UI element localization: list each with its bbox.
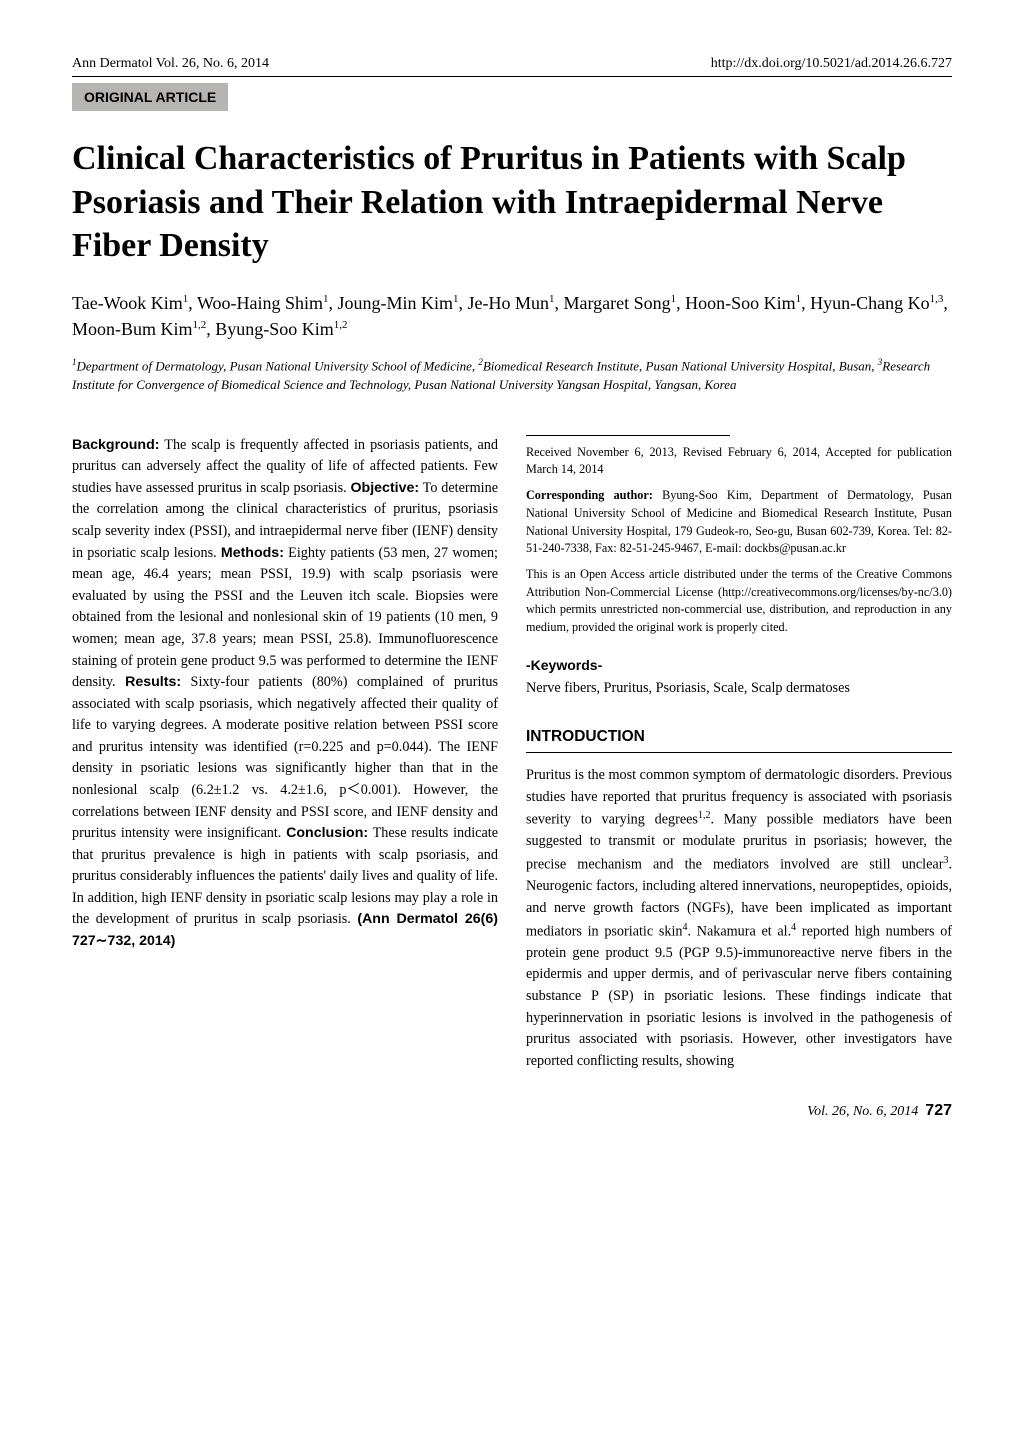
- body-columns: Background: The scalp is frequently affe…: [72, 435, 952, 1073]
- article-type-badge: ORIGINAL ARTICLE: [72, 83, 228, 111]
- footnote-rule: [526, 435, 730, 436]
- abstract-objective-label: Objective:: [351, 480, 420, 496]
- journal-header: Ann Dermatol Vol. 26, No. 6, 2014 http:/…: [72, 56, 952, 77]
- abstract-results-label: Results:: [125, 674, 181, 690]
- abstract: Background: The scalp is frequently affe…: [72, 435, 498, 953]
- abstract-results: Sixty-four patients (80%) complained of …: [72, 674, 498, 841]
- footnote-license: This is an Open Access article distribut…: [526, 566, 952, 637]
- keywords-heading: -Keywords-: [526, 655, 952, 676]
- footer-issue: Vol. 26, No. 6, 2014: [807, 1104, 918, 1119]
- footnote-received: Received November 6, 2013, Revised Febru…: [526, 444, 952, 479]
- doi-link[interactable]: http://dx.doi.org/10.5021/ad.2014.26.6.7…: [711, 56, 952, 72]
- keywords-list: Nerve fibers, Pruritus, Psoriasis, Scale…: [526, 678, 952, 700]
- page-footer: Vol. 26, No. 6, 2014 727: [72, 1102, 952, 1120]
- article-title: Clinical Characteristics of Pruritus in …: [72, 137, 952, 268]
- section-introduction-heading: INTRODUCTION: [526, 725, 952, 753]
- abstract-methods: Eighty patients (53 men, 27 women; mean …: [72, 545, 498, 690]
- abstract-methods-label: Methods:: [221, 545, 284, 561]
- author-list: Tae-Wook Kim1, Woo-Haing Shim1, Joung-Mi…: [72, 290, 952, 342]
- introduction-text: Pruritus is the most common symptom of d…: [526, 765, 952, 1072]
- footnote-block: Received November 6, 2013, Revised Febru…: [526, 435, 952, 637]
- footnote-corresponding: Corresponding author: Byung-Soo Kim, Dep…: [526, 487, 952, 558]
- abstract-background-label: Background:: [72, 437, 160, 453]
- corresponding-author-label: Corresponding author:: [526, 488, 653, 502]
- journal-issue: Ann Dermatol Vol. 26, No. 6, 2014: [72, 56, 269, 72]
- footer-page-number: 727: [925, 1102, 952, 1119]
- affiliations: 1Department of Dermatology, Pusan Nation…: [72, 356, 952, 395]
- abstract-conclusion-label: Conclusion:: [286, 825, 368, 841]
